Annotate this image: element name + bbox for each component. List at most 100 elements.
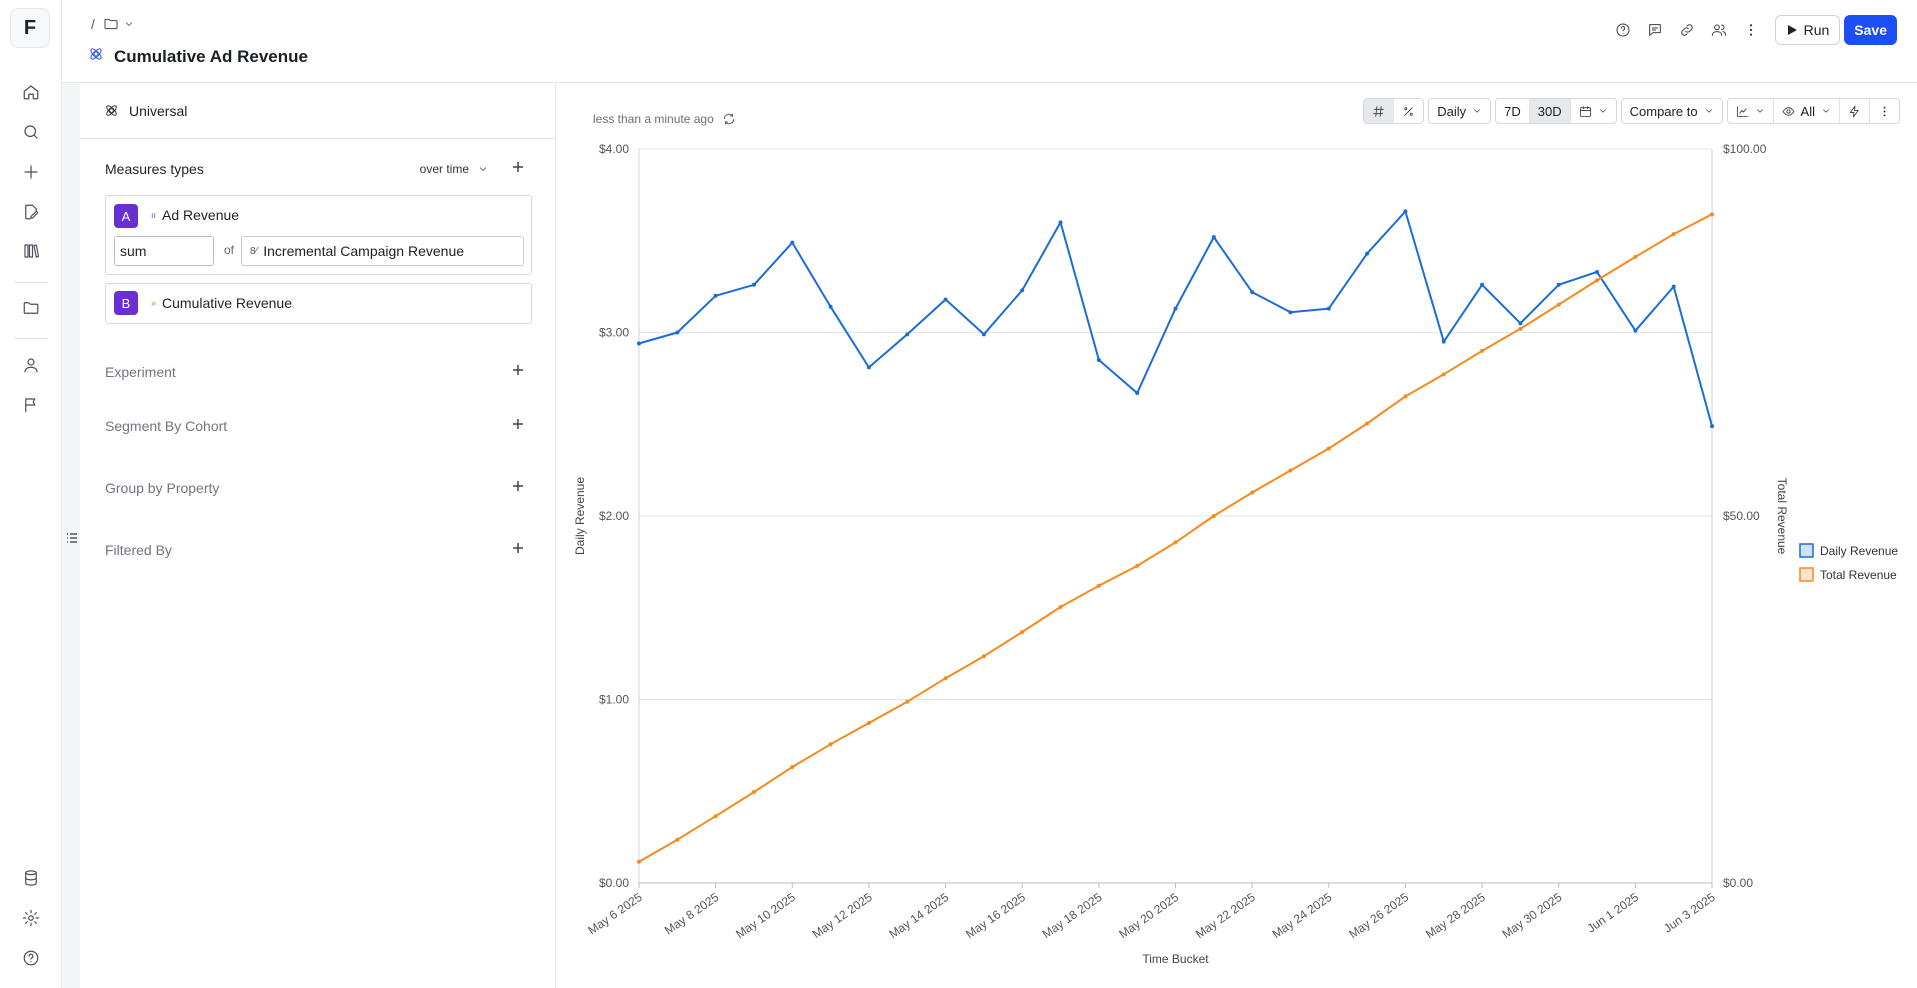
- add-filter-button[interactable]: [511, 541, 525, 558]
- daily-revenue-point: [751, 282, 756, 287]
- refresh-icon[interactable]: [722, 112, 736, 126]
- settings-icon[interactable]: [19, 906, 43, 930]
- measure-event-label[interactable]: ıı Ad Revenue: [151, 207, 239, 223]
- right-tick-label: $50.00: [1723, 509, 1760, 523]
- date-range-group: 7D 30D: [1495, 98, 1617, 124]
- toggle-panel-icon[interactable]: [66, 531, 78, 549]
- left-tick-label: $3.00: [599, 326, 629, 340]
- breadcrumb-separator: /: [91, 16, 95, 32]
- add-group-by-button[interactable]: [511, 479, 525, 496]
- daily-revenue-point: [828, 304, 833, 309]
- x-tick-label: May 12 2025: [810, 890, 875, 941]
- daily-revenue-point: [943, 297, 948, 302]
- folder-picker[interactable]: [103, 16, 135, 32]
- plus-icon[interactable]: [19, 160, 43, 184]
- total-revenue-point: [905, 699, 910, 704]
- flag-icon[interactable]: [19, 393, 43, 417]
- chart-area: less than a minute ago Daily 7D 30D Comp…: [557, 83, 1917, 988]
- daily-revenue-point: [1211, 235, 1216, 240]
- granularity-dropdown[interactable]: Daily: [1428, 98, 1492, 124]
- filtered-by-section[interactable]: Filtered By: [105, 541, 525, 558]
- daily-revenue-point: [1365, 251, 1370, 256]
- x-tick-label: May 24 2025: [1270, 890, 1335, 941]
- daily-revenue-point: [866, 365, 871, 370]
- group-by-property-section[interactable]: Group by Property: [105, 479, 525, 496]
- total-revenue-point: [1326, 446, 1331, 451]
- chart-more-button[interactable]: [1869, 99, 1899, 123]
- aggregation-select[interactable]: sum: [114, 236, 214, 266]
- custom-date-button[interactable]: [1569, 99, 1616, 123]
- measure-b[interactable]: B » Cumulative Revenue: [105, 283, 532, 324]
- over-time-dropdown[interactable]: over time: [420, 162, 489, 176]
- search-icon[interactable]: [19, 120, 43, 144]
- add-experiment-button[interactable]: [511, 363, 525, 380]
- total-revenue-point: [1671, 232, 1676, 237]
- chevron-down-icon: [1823, 109, 1829, 113]
- data-source-selector[interactable]: Universal: [80, 83, 556, 139]
- x-tick-label: May 28 2025: [1423, 890, 1488, 941]
- save-button[interactable]: Save: [1844, 15, 1897, 45]
- range-7d-button[interactable]: 7D: [1504, 103, 1521, 119]
- insights-button[interactable]: [1839, 99, 1869, 123]
- measure-a[interactable]: A ıı Ad Revenue sum of 8⁄ Incremental Ca…: [105, 195, 532, 275]
- compare-to-label: Compare to: [1629, 103, 1698, 119]
- play-icon: [1787, 25, 1797, 35]
- help-icon[interactable]: [19, 946, 43, 970]
- of-label: of: [224, 243, 235, 257]
- absolute-values-button[interactable]: [1364, 99, 1394, 123]
- total-revenue-line: [638, 213, 1713, 863]
- plus-icon: [513, 543, 523, 553]
- property-select[interactable]: 8⁄ Incremental Campaign Revenue: [241, 236, 524, 266]
- total-revenue-point: [1135, 563, 1140, 568]
- daily-revenue-point: [675, 330, 680, 335]
- measure-name: Ad Revenue: [162, 207, 240, 223]
- share-users-icon[interactable]: [1703, 16, 1735, 44]
- eye-icon: [1782, 106, 1794, 116]
- visibility-dropdown[interactable]: All: [1772, 99, 1839, 123]
- daily-revenue-point: [1020, 288, 1025, 293]
- value-mode-toggle: [1363, 98, 1425, 124]
- legend-label: Total Revenue: [1820, 568, 1897, 582]
- page-title[interactable]: Cumulative Ad Revenue: [114, 46, 308, 66]
- link-icon[interactable]: [1671, 16, 1703, 44]
- x-tick-label: May 20 2025: [1116, 890, 1181, 941]
- add-cohort-button[interactable]: [511, 417, 525, 434]
- measure-name: Cumulative Revenue: [162, 295, 292, 311]
- library-icon[interactable]: [19, 239, 43, 263]
- line-chart-icon: [1736, 105, 1748, 117]
- right-axis-title: Total Revenue: [1775, 478, 1789, 555]
- x-tick-label: Jun 3 2025: [1661, 890, 1718, 936]
- daily-revenue-point: [1326, 306, 1331, 311]
- compare-to-dropdown[interactable]: Compare to: [1620, 98, 1723, 124]
- query-panel: Universal Measures types over time A ıı …: [80, 83, 556, 988]
- add-measure-button[interactable]: [511, 160, 525, 177]
- workspace-logo[interactable]: F: [10, 8, 50, 48]
- measure-formula-label[interactable]: » Cumulative Revenue: [151, 295, 292, 311]
- total-revenue-point: [1441, 372, 1446, 377]
- chart-type-dropdown[interactable]: [1728, 99, 1773, 123]
- daily-revenue-point: [1403, 209, 1408, 214]
- folder-icon[interactable]: [19, 296, 43, 320]
- edit-icon[interactable]: [19, 200, 43, 224]
- x-tick-label: May 18 2025: [1040, 890, 1105, 941]
- run-button[interactable]: Run: [1774, 15, 1841, 45]
- percent-values-button[interactable]: [1393, 99, 1423, 123]
- total-revenue-point: [1173, 540, 1178, 545]
- experiment-section[interactable]: Experiment: [105, 363, 525, 380]
- daily-revenue-point: [637, 341, 641, 346]
- user-icon[interactable]: [19, 353, 43, 377]
- database-icon[interactable]: [19, 866, 43, 890]
- daily-revenue-point: [1671, 284, 1676, 289]
- comment-icon[interactable]: [1639, 16, 1671, 44]
- total-revenue-point: [828, 742, 833, 747]
- plus-icon: [513, 419, 523, 429]
- chevron-down-icon: [1599, 109, 1606, 113]
- segment-by-cohort-section[interactable]: Segment By Cohort: [105, 417, 525, 434]
- total-revenue-point: [943, 676, 948, 681]
- total-revenue-point: [1288, 468, 1293, 473]
- help-icon[interactable]: [1607, 16, 1639, 44]
- more-vertical-icon[interactable]: [1735, 16, 1767, 44]
- home-icon[interactable]: [19, 80, 43, 104]
- range-30d-button[interactable]: 30D: [1528, 99, 1570, 123]
- more-vertical-icon: [1883, 106, 1886, 116]
